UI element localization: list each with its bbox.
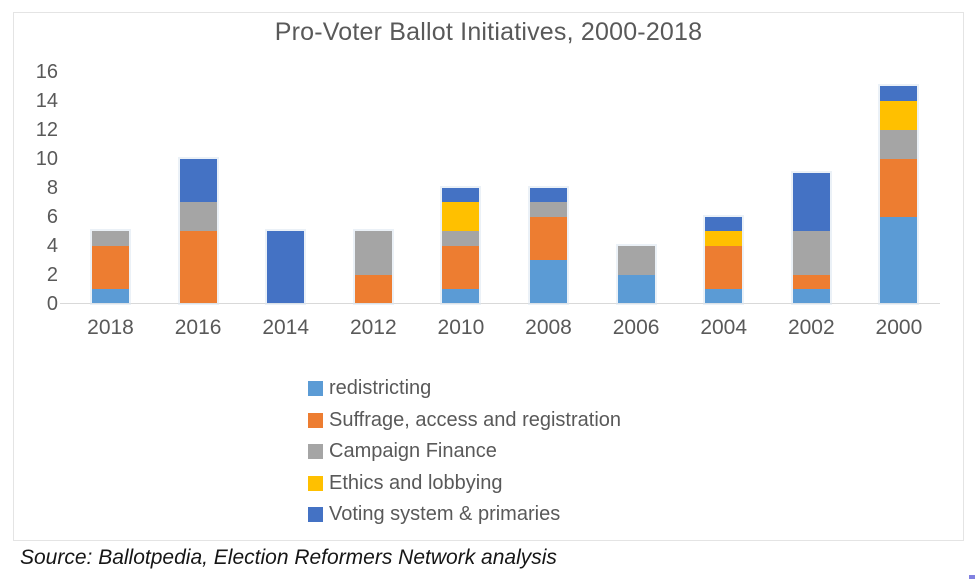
x-axis-tick-label: 2014 [262, 316, 310, 339]
bar-2016 [177, 156, 219, 306]
bar-segment-voting-system-&-primaries [792, 173, 830, 232]
y-axis-tick-label: 12 [35, 118, 58, 141]
bar-segment-redistricting [792, 289, 830, 304]
y-axis-tick-label: 2 [46, 263, 58, 286]
bar-segment-suffrage [792, 274, 830, 290]
bar-segment-suffrage [92, 245, 129, 289]
legend-label: Ethics and lobbying [329, 471, 503, 494]
bar-2008 [528, 185, 569, 306]
y-axis-tick-label: 4 [46, 234, 58, 257]
x-axis-tick-label: 2010 [437, 316, 485, 339]
bar-segment-voting-system-&-primaries [530, 187, 567, 203]
bar-segment-suffrage [179, 231, 217, 304]
x-axis-tick-label: 2008 [525, 316, 572, 339]
bar-2010 [440, 185, 482, 306]
x-axis-tick-label: 2000 [875, 316, 923, 339]
legend-swatch-icon [308, 381, 323, 396]
legend-row: Ethics and lobbying [308, 467, 502, 499]
legend-row: redistricting [308, 373, 431, 405]
legend-row: Campaign Finance [308, 436, 497, 468]
bar-segment-campaign-finance [617, 245, 655, 275]
bar-segment-suffrage [354, 274, 392, 304]
bar-segment-redistricting [92, 288, 129, 304]
bar-segment-campaign-finance [880, 129, 918, 159]
legend-label: Suffrage, access and registration [329, 408, 622, 431]
bar-segment-voting-system-&-primaries [267, 231, 305, 304]
y-axis-tick-label: 6 [46, 205, 58, 228]
bar-segment-suffrage [705, 245, 743, 290]
bar-segment-redistricting [442, 288, 480, 304]
bar-segment-campaign-finance [354, 231, 392, 275]
bar-segment-ethics-and-lobbying [442, 202, 480, 232]
legend-row: Voting system & primaries [308, 499, 560, 531]
bar-2000 [878, 84, 920, 306]
bar-segment-voting-system-&-primaries [880, 86, 918, 101]
bar-segment-redistricting [617, 274, 655, 304]
legend-swatch-icon [308, 507, 323, 523]
legend-row: Suffrage, access and registration [308, 404, 621, 436]
x-axis-tick-label: 2016 [174, 316, 222, 339]
x-axis-tick-label: 2018 [87, 316, 134, 339]
bar-2002 [790, 171, 832, 306]
legend-label: redistricting [329, 377, 432, 399]
bar-segment-voting-system-&-primaries [442, 187, 480, 203]
x-axis-tick-label: 2002 [787, 316, 835, 339]
bar-segment-campaign-finance [442, 231, 480, 246]
bar-2014 [265, 229, 307, 306]
bar-segment-ethics-and-lobbying [880, 100, 918, 130]
cursor-artifact [969, 575, 975, 579]
source-note: Source: Ballotpedia, Election Reformers … [20, 546, 557, 569]
y-axis-tick-label: 10 [35, 147, 58, 170]
bar-segment-suffrage [530, 216, 567, 261]
y-axis-tick-label: 0 [46, 292, 58, 315]
x-axis-tick-label: 2012 [349, 316, 397, 339]
y-axis-tick-label: 14 [35, 89, 58, 112]
x-axis-tick-label: 2006 [612, 316, 660, 339]
bar-segment-campaign-finance [179, 202, 217, 232]
bar-2012 [352, 229, 394, 306]
x-axis-line [60, 303, 940, 304]
bar-segment-suffrage [442, 245, 480, 289]
bar-2004 [703, 214, 745, 306]
bar-segment-redistricting [705, 289, 743, 304]
y-axis-tick-label: 16 [35, 61, 58, 83]
legend-swatch-icon [308, 475, 323, 491]
legend-swatch-icon [308, 444, 323, 460]
bar-segment-suffrage [880, 158, 918, 217]
bar-segment-campaign-finance [792, 231, 830, 275]
bar-2006 [615, 243, 657, 306]
legend-swatch-icon [308, 412, 323, 428]
bar-segment-campaign-finance [92, 231, 129, 246]
bar-segment-campaign-finance [530, 202, 567, 217]
bar-segment-ethics-and-lobbying [705, 231, 743, 246]
bar-segment-redistricting [880, 216, 918, 304]
bar-2018 [90, 229, 131, 306]
bar-segment-voting-system-&-primaries [705, 216, 743, 232]
y-axis-tick-label: 8 [46, 176, 58, 199]
x-axis-tick-label: 2004 [700, 316, 748, 339]
legend-label: Voting system & primaries [329, 503, 561, 526]
chart-title: Pro-Voter Ballot Initiatives, 2000-2018 [274, 18, 703, 46]
bar-segment-voting-system-&-primaries [179, 158, 217, 203]
bar-segment-redistricting [530, 260, 567, 304]
legend-label: Campaign Finance [329, 440, 497, 463]
